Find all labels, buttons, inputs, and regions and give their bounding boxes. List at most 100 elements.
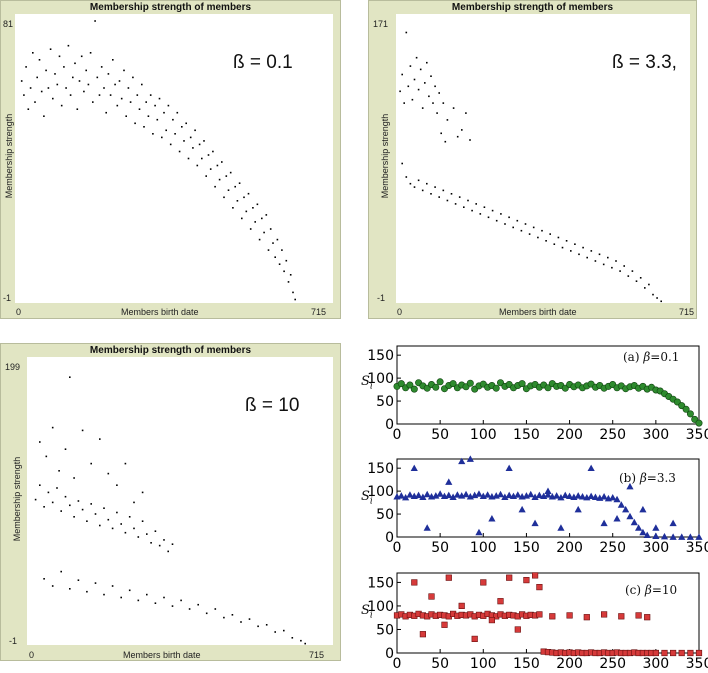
data-point xyxy=(69,504,71,507)
data-point xyxy=(428,95,430,98)
data-point xyxy=(528,233,531,235)
data-point xyxy=(652,532,660,539)
data-point xyxy=(652,293,654,296)
data-point xyxy=(450,193,453,195)
data-point xyxy=(652,649,660,657)
data-point xyxy=(87,83,90,86)
data-point xyxy=(156,118,159,121)
data-point xyxy=(141,491,144,494)
data-point xyxy=(456,135,459,138)
data-point xyxy=(518,380,526,388)
data-point xyxy=(557,524,565,531)
data-point xyxy=(300,639,302,642)
data-point xyxy=(81,508,84,511)
data-point xyxy=(247,192,250,195)
y-tick-label: 150 xyxy=(367,461,394,477)
data-point xyxy=(669,533,677,540)
data-point xyxy=(23,94,25,96)
data-point xyxy=(203,140,205,142)
data-point xyxy=(165,129,167,132)
data-point xyxy=(601,611,608,618)
data-point xyxy=(34,498,37,501)
mpl-panel-b: 0 50 100 150 200 250 300 350 0 50 100 150 Si (b) β=… xyxy=(357,455,708,557)
netlogo-title-a: Membership strength of members xyxy=(89,2,252,13)
netlogo-ylabel-a: Membership strength xyxy=(4,113,14,199)
data-point xyxy=(245,210,248,213)
data-point xyxy=(52,97,54,100)
data-point xyxy=(682,405,690,413)
data-point xyxy=(687,649,694,657)
data-point xyxy=(278,263,281,265)
data-point xyxy=(118,80,121,82)
data-point xyxy=(77,579,80,581)
mpl-ylabel-c: Si xyxy=(361,603,373,621)
mpl-scatter-a: 0 50 100 150 200 250 300 350 0 50 100 150 xyxy=(367,345,708,443)
data-point xyxy=(423,524,431,531)
data-point xyxy=(107,472,110,475)
x-tick-label: 0 xyxy=(393,427,402,443)
data-point xyxy=(64,495,67,498)
data-point xyxy=(263,231,265,234)
netlogo-panel-b: Membership strength of members 171 -1 0 … xyxy=(368,0,697,319)
data-point xyxy=(553,243,556,245)
data-point xyxy=(570,250,572,252)
data-point xyxy=(446,199,449,202)
data-point xyxy=(598,253,601,256)
data-point xyxy=(678,649,685,657)
x-tick-label: 350 xyxy=(686,427,708,443)
data-point xyxy=(505,491,513,499)
data-point xyxy=(94,513,97,515)
data-point xyxy=(107,73,110,75)
data-point xyxy=(60,104,63,107)
data-point xyxy=(488,515,496,522)
data-point xyxy=(34,101,36,103)
data-point xyxy=(458,457,466,465)
data-point xyxy=(403,102,405,104)
data-point xyxy=(483,206,486,208)
data-point xyxy=(265,214,268,216)
data-point xyxy=(92,101,94,103)
data-point xyxy=(43,115,45,117)
data-point xyxy=(201,157,203,160)
data-point xyxy=(445,491,453,499)
data-point xyxy=(77,500,80,502)
data-point xyxy=(463,206,465,208)
data-point xyxy=(532,226,535,229)
data-point xyxy=(648,283,650,286)
netlogo-xmin-c: 0 xyxy=(29,650,35,660)
data-point xyxy=(426,61,428,64)
x-tick-label: 150 xyxy=(513,427,540,443)
netlogo-scatter-b xyxy=(399,31,662,303)
data-point xyxy=(669,519,677,527)
data-point xyxy=(600,519,608,527)
data-point xyxy=(146,593,148,596)
data-point xyxy=(192,147,194,149)
data-point xyxy=(622,505,630,513)
data-point xyxy=(152,133,154,135)
data-point xyxy=(196,164,199,167)
data-point xyxy=(438,196,440,198)
data-point xyxy=(58,55,61,58)
data-point xyxy=(171,543,174,545)
y-tick-label: 0 xyxy=(385,646,394,662)
data-point xyxy=(98,94,101,96)
data-point xyxy=(27,108,30,110)
data-point xyxy=(423,490,431,498)
data-point xyxy=(158,544,161,547)
data-point xyxy=(94,20,96,22)
data-point xyxy=(587,464,595,472)
data-point xyxy=(178,150,181,153)
data-point xyxy=(565,240,568,242)
data-point xyxy=(137,599,140,602)
netlogo-plot-a xyxy=(15,14,333,303)
data-point xyxy=(133,501,135,504)
x-tick-label: 150 xyxy=(513,540,540,556)
data-point xyxy=(154,530,157,532)
mpl-annotation-b: (b) β=3.3 xyxy=(619,471,676,485)
data-point xyxy=(20,80,23,82)
data-point xyxy=(553,492,561,499)
data-point xyxy=(544,487,552,494)
data-point xyxy=(424,82,426,84)
x-tick-label: 250 xyxy=(599,656,626,672)
data-point xyxy=(272,242,274,244)
